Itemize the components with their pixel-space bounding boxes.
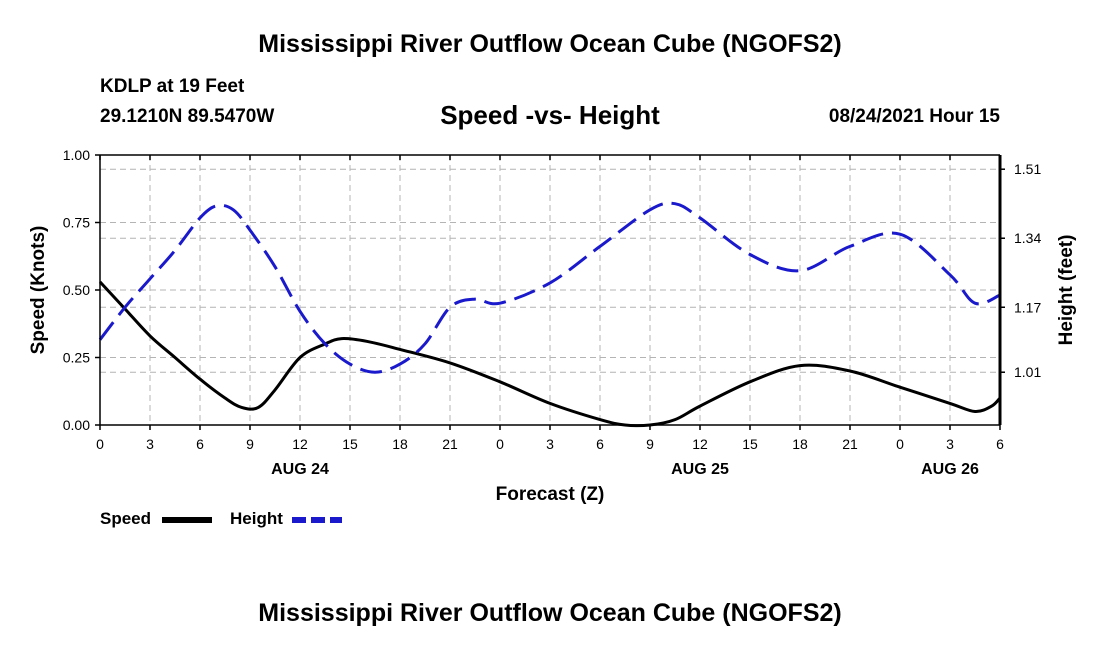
y2-tick-label: 1.17 — [1014, 299, 1041, 315]
datetime-label: 08/24/2021 Hour 15 — [828, 106, 1000, 127]
x-tick-label: 0 — [96, 436, 104, 452]
x-tick-label: 18 — [392, 436, 408, 452]
axes — [95, 154, 1005, 430]
x-date-label: AUG 24 — [271, 461, 329, 478]
y-tick-label: 0.00 — [63, 417, 90, 433]
axis-labels: 0 3 6 9 12 15 18 21 0 3 6 9 12 15 18 21 0 3 6 AUG 24 AUG 25 A… — [28, 147, 1077, 505]
x-tick-label: 6 — [196, 436, 204, 452]
x-tick-label: 3 — [146, 436, 154, 452]
chart-subtitle: Speed -vs- Height — [440, 100, 660, 130]
x-tick-label: 21 — [842, 436, 858, 452]
y2-tick-label: 1.34 — [1014, 230, 1041, 246]
x-date-label: AUG 25 — [671, 461, 729, 478]
x-tick-label: 12 — [692, 436, 708, 452]
y2-tick-label: 1.51 — [1014, 161, 1041, 177]
coordinates-label: 29.1210N 89.5470W — [100, 106, 275, 127]
series-height-line — [98, 201, 1001, 374]
y-tick-label: 0.50 — [63, 282, 90, 298]
x-tick-label: 15 — [742, 436, 758, 452]
series-speed-line — [98, 280, 1002, 428]
y-tick-label: 1.00 — [63, 147, 90, 163]
legend-height-label: Height — [230, 509, 283, 528]
grid — [100, 155, 1000, 425]
y-tick-label: 0.75 — [63, 215, 90, 231]
series-layer — [98, 201, 1002, 523]
y-axis-title: Speed (Knots) — [28, 226, 49, 355]
x-tick-label: 12 — [292, 436, 308, 452]
x-tick-label: 9 — [646, 436, 654, 452]
legend-speed-label: Speed — [100, 509, 152, 528]
y2-axis-title: Height (feet) — [1056, 235, 1077, 346]
station-label: KDLP at 19 Feet — [100, 76, 245, 97]
y2-tick-label: 1.01 — [1014, 364, 1041, 380]
legend-speed: Speed — [100, 509, 151, 529]
x-tick-label: 0 — [496, 436, 504, 452]
legend-height: Height — [230, 509, 283, 529]
x-date-label: AUG 26 — [921, 461, 979, 478]
y-tick-label: 0.25 — [63, 350, 90, 366]
x-tick-label: 18 — [792, 436, 808, 452]
x-tick-label: 9 — [246, 436, 254, 452]
x-axis-title: Forecast (Z) — [496, 484, 605, 505]
x-tick-label: 3 — [946, 436, 954, 452]
bottom-title: Mississippi River Outflow Ocean Cube (NG… — [258, 599, 842, 627]
x-tick-label: 6 — [996, 436, 1004, 452]
x-tick-label: 6 — [596, 436, 604, 452]
x-tick-label: 21 — [442, 436, 458, 452]
x-tick-label: 15 — [342, 436, 358, 452]
x-tick-label: 0 — [896, 436, 904, 452]
x-tick-label: 3 — [546, 436, 554, 452]
chart-title: Mississippi River Outflow Ocean Cube (NG… — [258, 30, 842, 58]
